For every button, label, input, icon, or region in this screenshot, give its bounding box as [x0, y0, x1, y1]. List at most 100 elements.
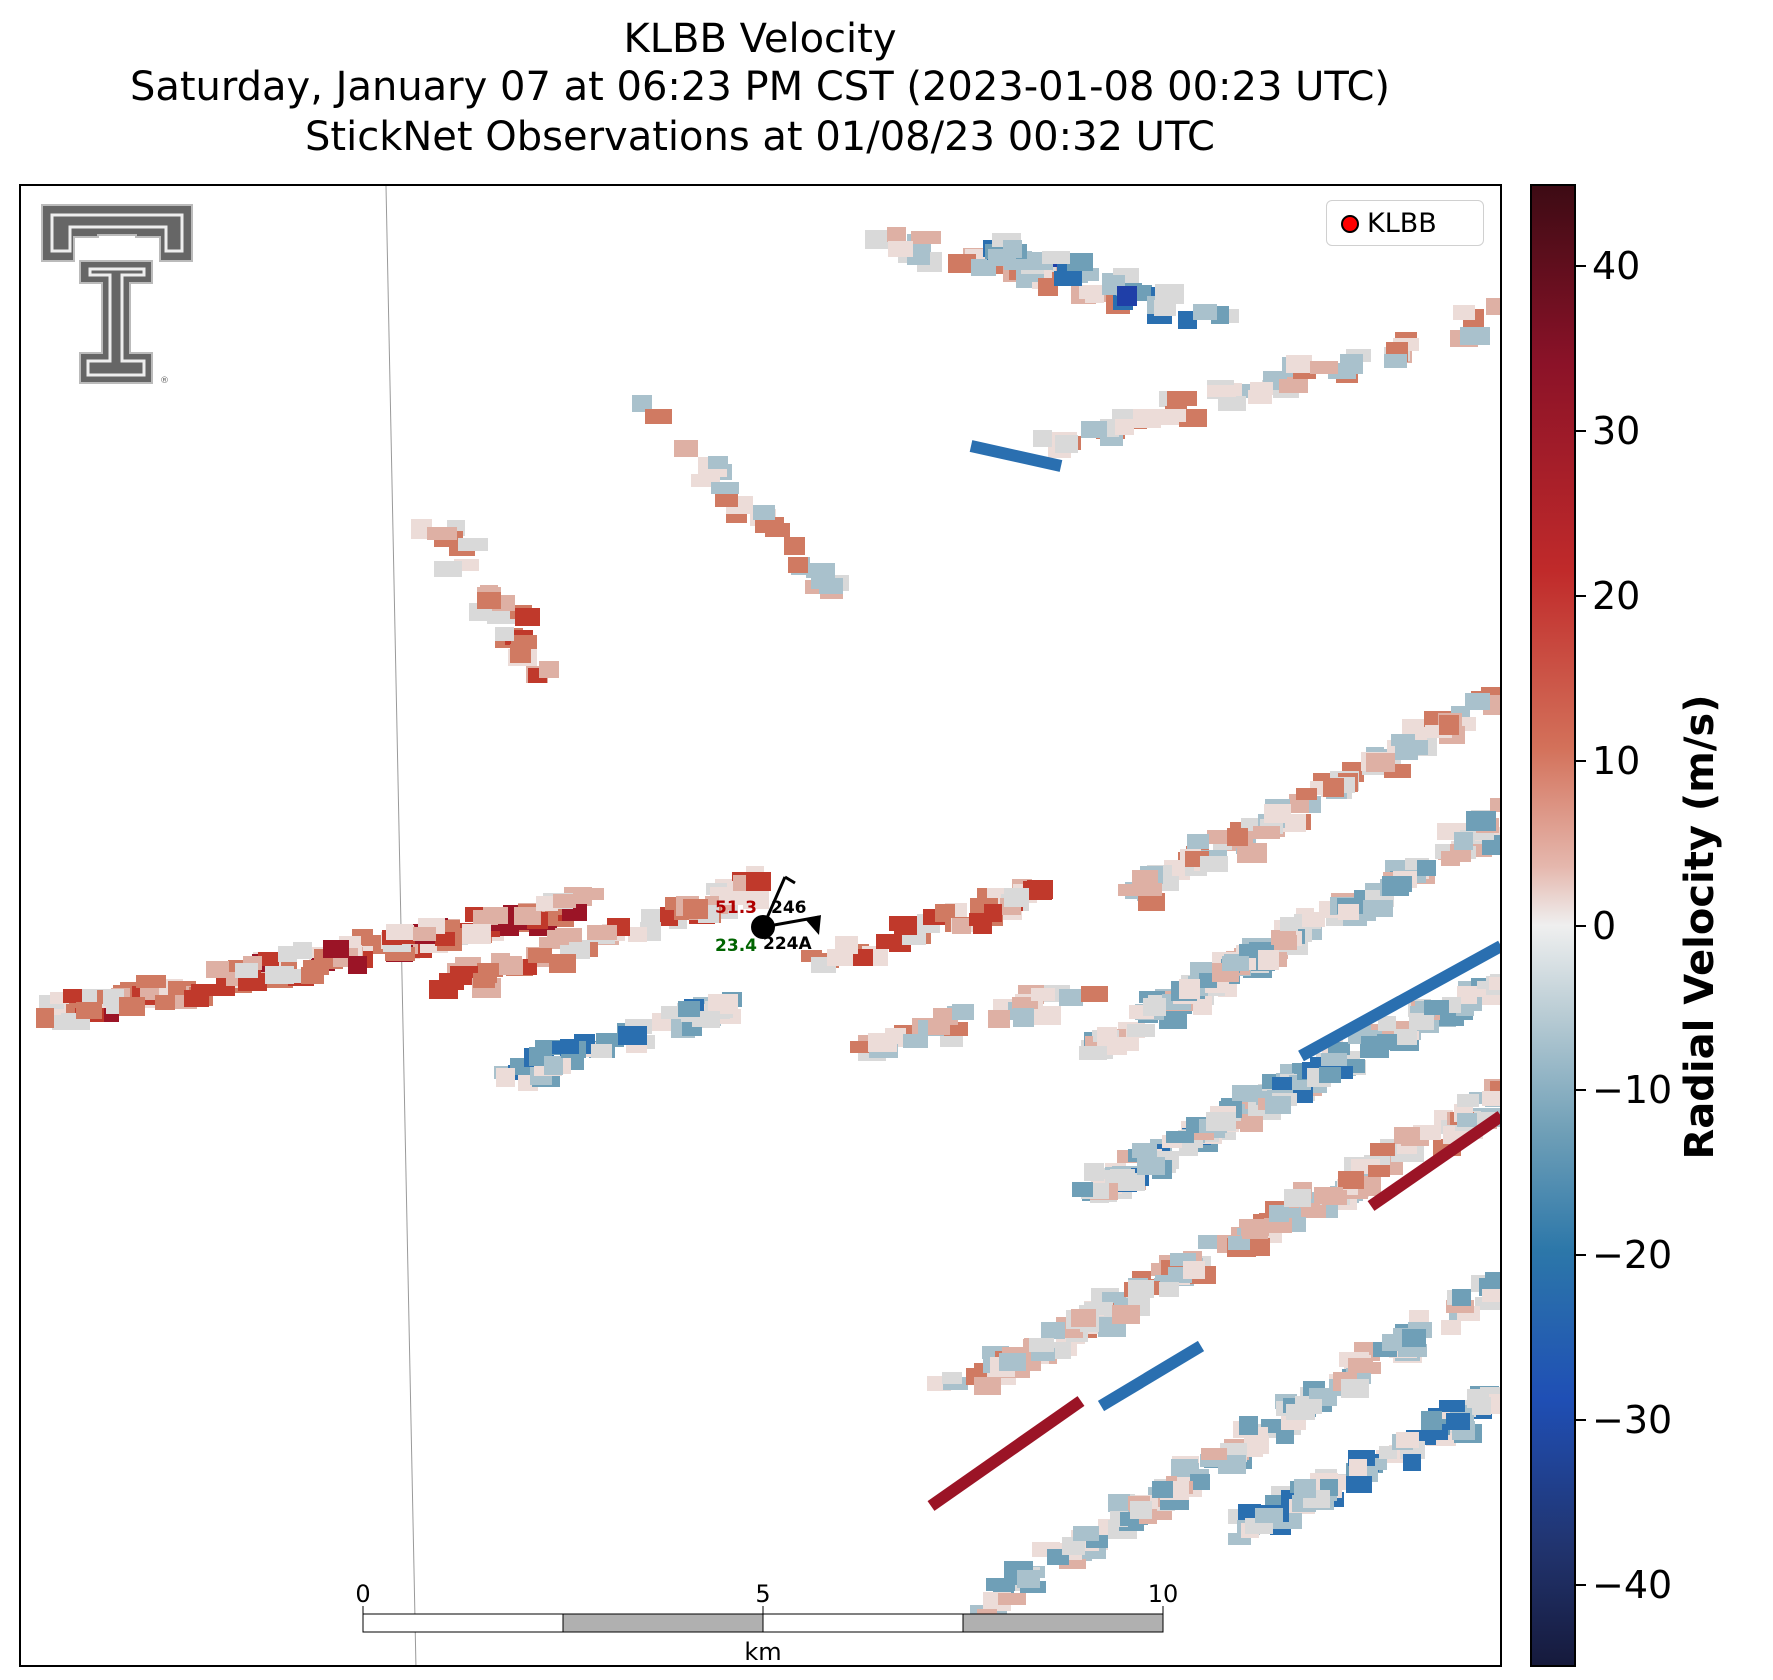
radar-pixel [1079, 1046, 1107, 1060]
legend-label: KLBB [1367, 207, 1437, 239]
radar-pixel [552, 1041, 579, 1054]
radar-pixel [1486, 298, 1500, 315]
radar-pixel [1382, 876, 1412, 892]
radar-pixel [1409, 1310, 1429, 1324]
radar-pixel [1143, 998, 1166, 1016]
title-line-3: StickNet Observations at 01/08/23 00:32 … [305, 114, 1215, 160]
radar-pixel [1242, 1219, 1268, 1239]
radar-pixel [1276, 935, 1297, 950]
radar-pixel [1084, 1163, 1104, 1181]
radar-pixel [1067, 253, 1093, 271]
radar-pixel [1439, 715, 1459, 735]
radar-pixel [1384, 354, 1407, 368]
colorbar-tick-label: 30 [1592, 409, 1641, 454]
radar-pixel [1130, 1501, 1152, 1519]
gust-barb-pennant [805, 915, 821, 935]
radar-pixel [1207, 385, 1236, 397]
radar-pixel [1421, 1411, 1442, 1430]
radar-pixel [1038, 278, 1058, 296]
radar-pixel [952, 1004, 974, 1020]
radar-pixel [473, 973, 495, 988]
radar-pixel [514, 907, 541, 925]
radar-pixel [1482, 1289, 1500, 1302]
radar-pixel [1206, 1112, 1236, 1131]
radar-streak [1298, 940, 1500, 1062]
radar-pixel [1013, 1008, 1034, 1027]
radar-pixel [206, 961, 229, 978]
colorbar-tick-mark [1576, 430, 1586, 433]
radar-pixel [1310, 361, 1338, 374]
radar-pixel [434, 561, 462, 577]
radar-pixel [827, 949, 853, 966]
radar-pixel [1033, 430, 1052, 447]
radar-pixel [711, 482, 739, 494]
radar-pixel [969, 913, 988, 926]
radar-pixel [1296, 788, 1317, 800]
radar-pixel [323, 940, 349, 958]
radar-pixel [753, 505, 775, 520]
colorbar-tick-label: 40 [1592, 244, 1641, 289]
radar-pixel [1409, 1013, 1434, 1030]
radar-pixel [1284, 1189, 1311, 1207]
colorbar-tick-mark [1576, 1583, 1586, 1586]
radar-pixel [678, 1001, 700, 1017]
radar-pixel [1280, 917, 1298, 931]
radar-pixel [1368, 1165, 1390, 1177]
radar-pixel [806, 563, 835, 578]
radar-pixel [1457, 1094, 1479, 1107]
radar-pixel [1279, 379, 1308, 393]
radar-pixel [1198, 1235, 1223, 1249]
radar-pixel [496, 1068, 515, 1087]
radar-pixel [911, 231, 941, 244]
radar-pixel [1167, 391, 1197, 406]
radar-map[interactable]: 0 5 10 km 51.3 246 23.4 224A [19, 184, 1502, 1667]
colorbar-tick-label: 20 [1592, 573, 1641, 618]
radar-pixel [1453, 305, 1475, 320]
radar-pixel [1132, 1143, 1157, 1158]
logo-registered-mark: ® [160, 376, 169, 386]
radar-pixel [1222, 956, 1249, 971]
radar-streak [1097, 1340, 1205, 1412]
radar-pixels [36, 227, 1500, 1626]
radar-pixel [435, 932, 455, 946]
radar-pixel [719, 891, 743, 905]
radar-pixel [1072, 1182, 1093, 1197]
radar-pixel [536, 896, 558, 911]
radar-pixel [1108, 1494, 1130, 1512]
radar-pixel [265, 966, 294, 984]
radar-pixel [1454, 832, 1473, 850]
radar-pixel [184, 990, 209, 1007]
radar-pixel [450, 966, 469, 980]
radar-pixel [1155, 284, 1184, 304]
radar-pixel [1166, 1131, 1194, 1143]
radar-pixel [1079, 285, 1104, 299]
title-line-2: Saturday, January 07 at 06:23 PM CST (20… [129, 64, 1391, 110]
radar-pixel [1377, 1034, 1397, 1050]
radar-pixel [1403, 740, 1428, 755]
radar-pixel [1366, 753, 1395, 772]
radar-pixel [1183, 1261, 1205, 1279]
radar-pixel [528, 948, 552, 963]
scale-tick-5: 5 [755, 1580, 770, 1608]
radar-pixel [1338, 904, 1359, 920]
colorbar-tick-mark [1576, 924, 1586, 927]
radar-pixel [952, 918, 971, 934]
radar-pixel [942, 1372, 962, 1384]
radar-pixel [1105, 1037, 1127, 1055]
radar-pixel [278, 946, 297, 962]
radar-pixel [1265, 1096, 1291, 1114]
radar-pixel [1190, 962, 1213, 976]
wind-barb-flag [784, 875, 796, 885]
radar-pixel [1115, 419, 1134, 435]
radar-pixel [1023, 881, 1052, 900]
radar-pixel [1157, 409, 1186, 422]
radar-pixel [462, 924, 491, 944]
radar-pixel [1319, 1067, 1341, 1083]
scale-tick-10: 10 [1148, 1580, 1179, 1608]
radar-pixel [1490, 1081, 1500, 1098]
radar-pixel [301, 967, 324, 984]
radar-pixel [819, 578, 843, 594]
radar-pixel [1294, 1479, 1316, 1498]
radar-pixel [1218, 396, 1246, 411]
radar-pixel [1201, 1448, 1227, 1460]
